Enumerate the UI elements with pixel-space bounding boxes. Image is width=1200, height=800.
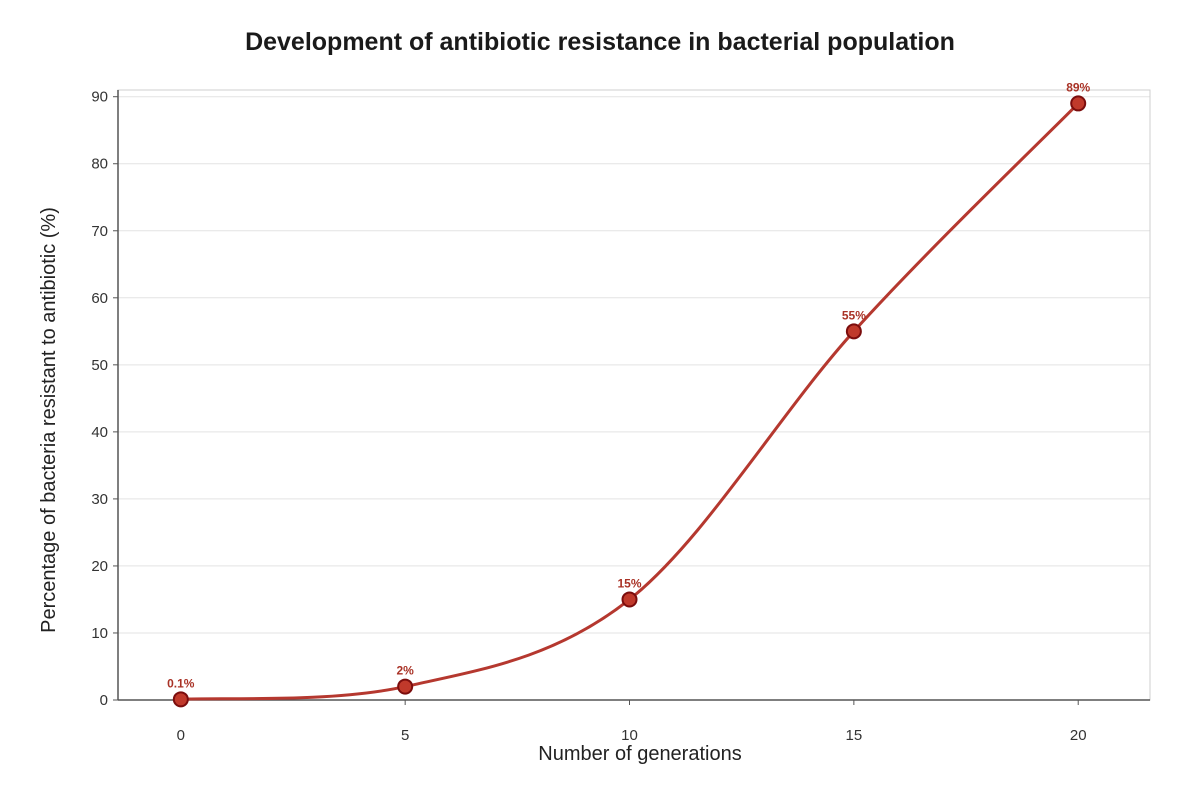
x-tick-label: 5 (401, 727, 409, 744)
y-tick-label: 90 (91, 89, 108, 106)
data-label: 2% (396, 664, 414, 678)
plot-frame (117, 89, 1151, 701)
data-point (397, 678, 414, 695)
series-line (179, 101, 1080, 701)
y-tick-label: 80 (91, 156, 108, 173)
y-tick-label: 40 (91, 424, 108, 441)
y-tick-label: 0 (100, 692, 108, 709)
y-tick-label: 30 (91, 491, 108, 508)
data-label: 0.1% (167, 676, 195, 690)
data-labels: 0.1% 2% 15% 55% 89% (167, 80, 1090, 690)
chart-title: Development of antibiotic resistance in … (245, 28, 955, 56)
data-point (845, 323, 862, 340)
data-markers (172, 95, 1087, 708)
data-point (1070, 95, 1087, 112)
x-tick-label: 10 (621, 727, 638, 744)
y-axis-ticks: 0 10 20 30 40 50 60 70 80 90 (91, 89, 118, 709)
y-axis-label: Percentage of bacteria resistant to anti… (38, 207, 60, 633)
data-label: 15% (617, 576, 641, 590)
x-tick-label: 20 (1070, 727, 1087, 744)
grid-lines (118, 96, 1150, 634)
y-tick-label: 60 (91, 290, 108, 307)
x-axis-label: Number of generations (538, 743, 741, 765)
data-label: 89% (1066, 80, 1090, 94)
data-label: 55% (842, 308, 866, 322)
x-tick-label: 15 (846, 727, 863, 744)
y-tick-label: 20 (91, 558, 108, 575)
data-point (621, 591, 638, 608)
data-point (172, 691, 189, 708)
series-line-layer (179, 101, 1080, 701)
y-tick-label: 10 (91, 625, 108, 642)
x-tick-label: 0 (177, 727, 185, 744)
y-tick-label: 70 (91, 223, 108, 240)
y-tick-label: 50 (91, 357, 108, 374)
x-axis-ticks: 0 5 10 15 20 (177, 700, 1087, 744)
